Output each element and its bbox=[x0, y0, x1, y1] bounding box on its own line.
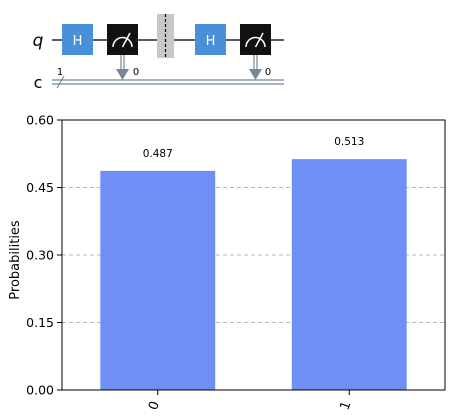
h-gate-box bbox=[62, 24, 93, 55]
bar-value-label: 0.513 bbox=[334, 136, 364, 148]
y-tick-label: 0.45 bbox=[26, 180, 54, 195]
h-gate-box bbox=[195, 24, 226, 55]
plot-frame bbox=[61, 119, 446, 391]
y-tick-label: 0.60 bbox=[26, 113, 54, 128]
quantum-circuit: q c 1 H 0 H 0 bbox=[33, 14, 284, 92]
measure-arrow-icon bbox=[249, 69, 262, 80]
y-tick-label: 0.00 bbox=[26, 383, 54, 398]
y-axis-title: Probabilities bbox=[8, 220, 23, 300]
bar-layer bbox=[100, 159, 407, 390]
measure-arrow-icon bbox=[116, 69, 129, 80]
axis-layer: 0.00 0.15 0.30 0.45 0.60 0 1 bbox=[26, 113, 446, 412]
label-layer: 0.487 0.513 bbox=[143, 136, 365, 160]
meter-needle-icon bbox=[254, 32, 264, 48]
measure-target-label: 0 bbox=[133, 67, 139, 78]
x-tick-label: 1 bbox=[337, 399, 354, 412]
meter-needle-icon bbox=[121, 32, 131, 48]
measure-gate-box bbox=[107, 24, 138, 55]
x-tick-label: 0 bbox=[146, 399, 163, 412]
bar bbox=[100, 170, 216, 390]
qubit-label: q bbox=[33, 31, 44, 51]
h-gate-label: H bbox=[206, 34, 216, 49]
bar bbox=[291, 159, 407, 390]
h-gate-label: H bbox=[73, 34, 83, 49]
probability-bar-chart: 0.487 0.513 0.00 0.15 0.30 0.45 0.60 0 1 Probab… bbox=[8, 113, 446, 412]
register-slash bbox=[56, 75, 65, 89]
y-tick-label: 0.15 bbox=[26, 315, 54, 330]
meter-icon bbox=[245, 36, 266, 48]
classical-label: c bbox=[34, 73, 43, 92]
bar-value-label: 0.487 bbox=[143, 148, 173, 160]
measure-target-label: 0 bbox=[265, 67, 271, 78]
register-size: 1 bbox=[57, 67, 63, 78]
meter-icon bbox=[112, 36, 133, 48]
y-tick-label: 0.30 bbox=[26, 248, 54, 263]
measure-gate-box bbox=[240, 24, 271, 55]
